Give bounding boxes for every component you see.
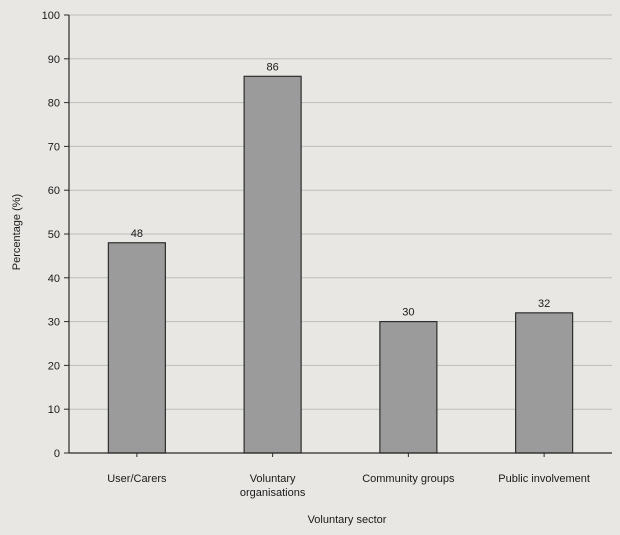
x-tick-label: Voluntary (250, 473, 296, 485)
bars (107, 75, 574, 454)
data-label: 30 (402, 307, 414, 319)
x-tick-label: User/Carers (107, 473, 167, 485)
bar (515, 312, 574, 454)
data-label: 86 (267, 61, 279, 73)
x-tick-label: Community groups (362, 473, 455, 485)
y-tick-label: 30 (48, 317, 60, 329)
y-tick-label: 90 (48, 54, 60, 66)
y-tick-label: 100 (42, 10, 60, 22)
x-axis-title: Voluntary sector (308, 514, 387, 526)
bar (379, 321, 438, 454)
y-tick-label: 80 (48, 98, 60, 110)
labels: 0 10 20 30 40 50 60 70 80 90 100 48 User/Carers 86 Vol… (42, 10, 590, 499)
data-label: 32 (538, 298, 550, 310)
y-tick-label: 50 (48, 229, 60, 241)
y-tick-label: 60 (48, 185, 60, 197)
bar (243, 75, 302, 454)
y-tick-label: 70 (48, 141, 60, 153)
data-label: 48 (131, 228, 143, 240)
y-tick-label: 20 (48, 360, 60, 372)
y-tick-label: 40 (48, 273, 60, 285)
y-axis-title: Percentage (%) (11, 194, 23, 270)
axes (64, 14, 612, 457)
bar (107, 242, 166, 454)
y-tick-label: 10 (48, 404, 60, 416)
x-tick-label: Public involvement (498, 473, 590, 485)
y-tick-label: 0 (54, 448, 60, 460)
x-tick-label: organisations (240, 487, 306, 499)
